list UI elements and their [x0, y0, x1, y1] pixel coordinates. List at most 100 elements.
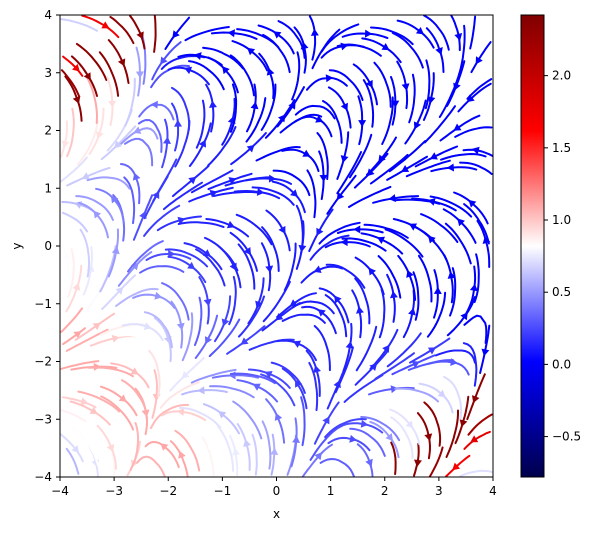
streamline [123, 176, 136, 225]
stream-arrow [401, 83, 410, 91]
streamline [349, 427, 386, 457]
streamline [351, 289, 363, 339]
streamline [229, 54, 255, 97]
stream-arrow [228, 177, 237, 185]
stream-arrow [115, 286, 124, 295]
streamline [248, 338, 295, 351]
streamline [143, 204, 181, 237]
streamline [236, 379, 279, 403]
stream-arrow [80, 397, 89, 406]
streamline [320, 23, 360, 53]
stream-arrow [385, 433, 393, 442]
streamline [373, 61, 392, 108]
stream-arrow [178, 450, 186, 459]
stream-arrow [89, 406, 98, 414]
streamline [81, 15, 120, 39]
stream-arrow [72, 282, 81, 291]
stream-arrow [110, 195, 119, 204]
streamline [454, 126, 493, 138]
streamline [60, 120, 69, 158]
stream-arrow [409, 223, 418, 231]
streamline [77, 120, 99, 166]
colorbar-tick-label: −0.5 [552, 430, 581, 444]
stream-arrow [160, 56, 168, 65]
streamline [124, 137, 154, 167]
streamline [210, 31, 258, 40]
streamline [70, 426, 99, 467]
streamline [327, 86, 352, 129]
streamline [338, 422, 384, 434]
streamline [61, 211, 89, 233]
stream-arrow [221, 318, 230, 327]
streamline [294, 104, 336, 120]
streamline [79, 228, 91, 278]
streamline [318, 221, 361, 245]
streamline [429, 195, 473, 218]
stream-arrow [406, 269, 414, 278]
x-tick-label: 4 [489, 484, 497, 498]
stream-arrow [226, 220, 235, 229]
streamline [260, 83, 277, 131]
streamline [235, 213, 273, 246]
streamline [271, 180, 306, 214]
streamline [318, 150, 325, 201]
streamline [195, 99, 206, 149]
streamline [77, 390, 121, 413]
streamline [462, 342, 478, 387]
stream-arrow [246, 144, 255, 153]
stream-arrow [481, 348, 490, 357]
stream-arrow [334, 295, 342, 304]
streamline [115, 287, 159, 307]
streamline [336, 43, 382, 57]
stream-arrow [150, 100, 158, 109]
x-tick-label: 0 [273, 484, 281, 498]
streamline [443, 375, 463, 420]
stream-arrow [435, 46, 443, 55]
streamline [341, 32, 389, 39]
streamline [348, 185, 392, 208]
streamline [216, 425, 235, 472]
stream-arrow [401, 164, 410, 172]
stream-arrow [295, 379, 303, 388]
stream-arrow [278, 225, 286, 234]
stream-arrow [72, 63, 80, 72]
streamline [62, 55, 84, 77]
streamline [213, 295, 232, 343]
streamline [466, 78, 493, 100]
stream-arrow [275, 312, 284, 321]
stream-arrow [471, 395, 480, 404]
x-axis-ticks: −4 −3 −2 −1 0 1 2 3 4 [51, 477, 497, 498]
stream-arrow [163, 136, 171, 144]
streamline [391, 354, 436, 376]
stream-arrow [405, 420, 414, 429]
stream-arrow [355, 306, 364, 314]
stream-arrow [340, 155, 349, 163]
stream-arrow [454, 33, 463, 41]
stream-arrow [469, 283, 478, 292]
streamline [209, 385, 255, 399]
streamline [161, 282, 190, 321]
stream-arrow [391, 100, 400, 108]
streamline [100, 395, 135, 431]
streamline [60, 307, 84, 333]
streamline [129, 15, 146, 50]
streamline [195, 248, 226, 287]
streamline [162, 181, 203, 211]
streamline [262, 33, 291, 74]
stream-arrow [319, 174, 328, 183]
streamline [386, 332, 422, 368]
streamline [326, 174, 357, 215]
streamline [207, 126, 237, 167]
stream-arrow [117, 58, 126, 67]
streamline [75, 42, 108, 81]
streamline [148, 349, 161, 398]
streamline [313, 325, 331, 372]
streamline [149, 403, 190, 430]
stream-arrow [222, 66, 230, 75]
streamline [109, 15, 135, 45]
stream-arrow [360, 419, 369, 428]
stream-arrow [345, 341, 354, 349]
streamline [306, 169, 317, 219]
colorbar-tick-label: 1.0 [552, 213, 571, 227]
stream-arrow [368, 267, 377, 276]
